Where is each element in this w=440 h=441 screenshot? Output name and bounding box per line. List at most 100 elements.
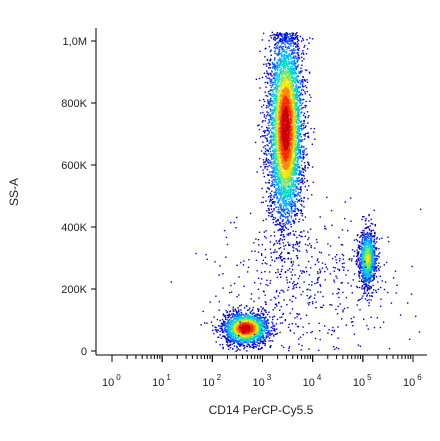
event-dot: [254, 338, 256, 341]
event-dot: [275, 109, 278, 111]
event-dot: [288, 124, 291, 127]
event-dot: [284, 120, 287, 122]
event-dot: [250, 332, 252, 334]
event-dot: [255, 322, 258, 324]
event-dot: [288, 174, 290, 177]
event-dot: [279, 239, 281, 241]
event-dot: [294, 144, 297, 146]
event-dot: [266, 70, 268, 72]
event-dot: [224, 321, 226, 323]
event-dot: [226, 322, 228, 325]
event-dot: [260, 340, 262, 342]
event-dot: [225, 334, 228, 336]
event-dot: [240, 332, 242, 334]
event-dot: [256, 332, 258, 334]
event-dot: [274, 144, 276, 146]
event-dot: [277, 69, 279, 71]
event-dot: [304, 116, 307, 118]
event-dot: [279, 171, 282, 173]
event-dot: [230, 337, 232, 339]
event-dot: [256, 316, 259, 319]
event-dot: [270, 153, 272, 155]
event-dot: [290, 119, 293, 121]
event-dot: [298, 100, 300, 102]
event-dot: [290, 180, 292, 182]
event-dot: [245, 321, 247, 324]
event-dot: [302, 219, 304, 221]
event-dot: [236, 335, 239, 338]
event-dot: [270, 340, 272, 342]
event-dot: [288, 47, 291, 49]
event-dot: [268, 39, 270, 42]
event-dot: [291, 210, 293, 212]
event-dot: [242, 343, 244, 345]
event-dot: [273, 329, 275, 331]
event-dot: [258, 319, 260, 321]
event-dot: [256, 319, 258, 321]
event-dot: [232, 335, 235, 338]
event-dot: [296, 106, 299, 108]
event-dot: [295, 213, 298, 215]
event-dot: [291, 87, 294, 89]
event-dot: [222, 313, 225, 315]
event-dot: [262, 196, 264, 199]
event-dot: [264, 235, 266, 238]
event-dot: [230, 317, 232, 319]
event-dot: [302, 39, 305, 41]
event-dot: [284, 226, 287, 228]
event-dot: [255, 335, 257, 338]
event-dot: [306, 69, 308, 72]
event-dot: [228, 327, 230, 330]
event-dot: [256, 315, 258, 318]
event-dot: [299, 105, 301, 107]
event-dot: [278, 49, 281, 51]
event-dot: [229, 347, 232, 349]
event-dot: [278, 159, 280, 161]
event-dot: [294, 243, 297, 246]
event-dot: [268, 311, 270, 313]
event-dot: [246, 325, 248, 327]
event-dot: [280, 207, 282, 209]
event-dot: [275, 158, 277, 160]
event-dot: [274, 87, 277, 89]
event-dot: [288, 156, 290, 158]
event-dot: [243, 335, 245, 337]
event-dot: [268, 118, 270, 121]
event-dot: [287, 45, 290, 48]
event-dot: [305, 125, 307, 127]
event-dot: [256, 344, 258, 346]
event-dot: [262, 316, 264, 319]
event-dot: [305, 148, 307, 150]
event-dot: [245, 345, 248, 347]
event-dot: [251, 319, 253, 321]
event-dot: [261, 187, 263, 190]
event-dot: [288, 191, 291, 193]
event-dot: [230, 331, 232, 334]
event-dot: [278, 210, 280, 213]
event-dot: [273, 191, 275, 193]
event-dot: [245, 340, 247, 343]
event-dot: [227, 321, 229, 323]
event-dot: [238, 321, 240, 323]
event-dot: [234, 326, 237, 328]
event-dot: [295, 86, 298, 88]
event-dot: [230, 329, 232, 331]
event-dot: [253, 337, 255, 339]
event-dot: [263, 330, 266, 332]
event-dot: [249, 312, 252, 315]
event-dot: [276, 242, 278, 244]
event-dot: [286, 216, 288, 218]
event-dot: [290, 68, 292, 70]
event-dot: [242, 345, 245, 347]
event-dot: [265, 47, 267, 50]
event-dot: [298, 94, 300, 96]
event-dot: [280, 64, 283, 67]
event-dot: [240, 309, 242, 311]
event-dot: [279, 69, 281, 71]
event-dot: [256, 325, 258, 327]
event-dot: [226, 338, 228, 340]
event-dot: [279, 157, 281, 160]
event-dot: [234, 318, 236, 320]
event-dot: [259, 348, 261, 350]
event-dot: [284, 123, 286, 126]
